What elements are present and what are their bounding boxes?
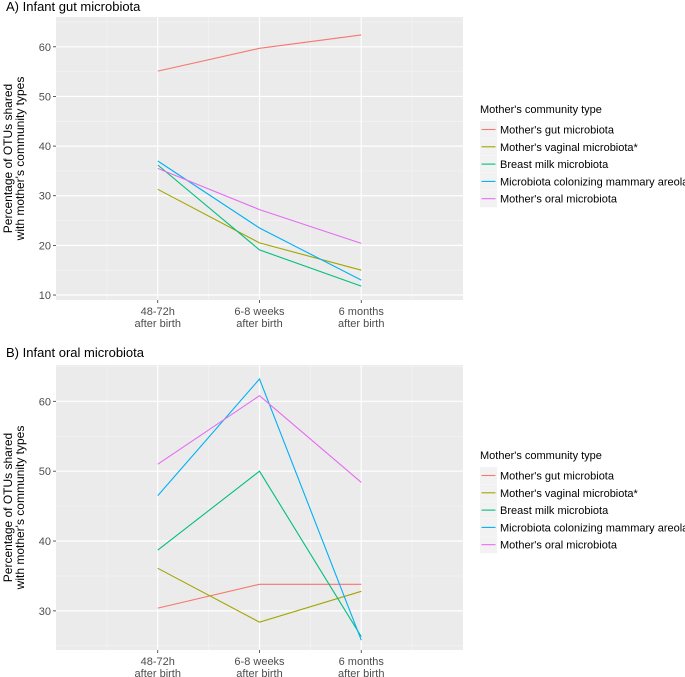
x-tick-label: 48-72h (141, 656, 175, 668)
y-tick-label: 60 (39, 42, 51, 54)
legend-title: Mother's community type (480, 450, 602, 462)
series-line-0 (157, 583, 362, 609)
y-axis-title: Percentage of OTUs shared (1, 433, 15, 582)
y-tick-label: 30 (39, 191, 51, 203)
legend-title: Mother's community type (480, 104, 602, 116)
series-line-1 (157, 188, 362, 271)
y-axis-title: with mother's community types (13, 77, 27, 242)
legend-label: Breast milk microbiota (500, 159, 609, 171)
legend-label: Mother's gut microbiota (500, 471, 615, 483)
y-tick-label: 50 (39, 91, 51, 103)
legend-label: Mother's oral microbiota (500, 540, 618, 552)
panel-title: B) Infant oral microbiota (6, 345, 145, 360)
series-line-2 (157, 164, 362, 287)
series-line-3 (157, 377, 362, 641)
chart-panel-1: B) Infant oral microbiota3040506048-72ha… (1, 345, 685, 677)
legend-label: Microbiota colonizing mammary areola (500, 176, 685, 188)
y-axis-title: with mother's community types (13, 426, 27, 591)
panel-title: A) Infant gut microbiota (6, 0, 141, 14)
legend-label: Breast milk microbiota (500, 505, 609, 517)
series-line-3 (157, 160, 362, 281)
legend-label: Mother's gut microbiota (500, 125, 615, 137)
legend-label: Mother's oral microbiota (500, 194, 618, 206)
x-tick-label: after birth (135, 318, 181, 330)
x-tick-label: after birth (338, 668, 384, 677)
series-line-2 (157, 470, 362, 637)
y-axis-title: Percentage of OTUs shared (1, 84, 15, 233)
y-tick-label: 40 (39, 536, 51, 548)
y-tick-label: 30 (39, 606, 51, 618)
legend-label: Mother's vaginal microbiota* (500, 488, 639, 500)
x-tick-label: 48-72h (141, 306, 175, 318)
x-tick-label: after birth (135, 668, 181, 677)
y-tick-label: 40 (39, 141, 51, 153)
series-line-0 (157, 34, 362, 72)
series-line-4 (157, 395, 362, 483)
series-line-1 (157, 567, 362, 623)
y-tick-label: 60 (39, 396, 51, 408)
y-tick-label: 50 (39, 466, 51, 478)
x-tick-label: 6 months (339, 656, 385, 668)
series-line-4 (157, 167, 362, 244)
legend-label: Microbiota colonizing mammary areola (500, 522, 685, 534)
x-tick-label: 6 months (339, 306, 385, 318)
x-tick-label: after birth (236, 318, 282, 330)
y-tick-label: 10 (39, 290, 51, 302)
chart-panel-0: A) Infant gut microbiota 10 20 30 40 50 60 48-7… (1, 0, 685, 330)
x-tick-label: 6-8 weeks (234, 306, 285, 318)
x-tick-label: after birth (338, 318, 384, 330)
y-tick-label: 20 (39, 240, 51, 252)
legend-label: Mother's vaginal microbiota* (500, 142, 639, 154)
x-tick-label: after birth (236, 668, 282, 677)
x-tick-label: 6-8 weeks (234, 656, 285, 668)
